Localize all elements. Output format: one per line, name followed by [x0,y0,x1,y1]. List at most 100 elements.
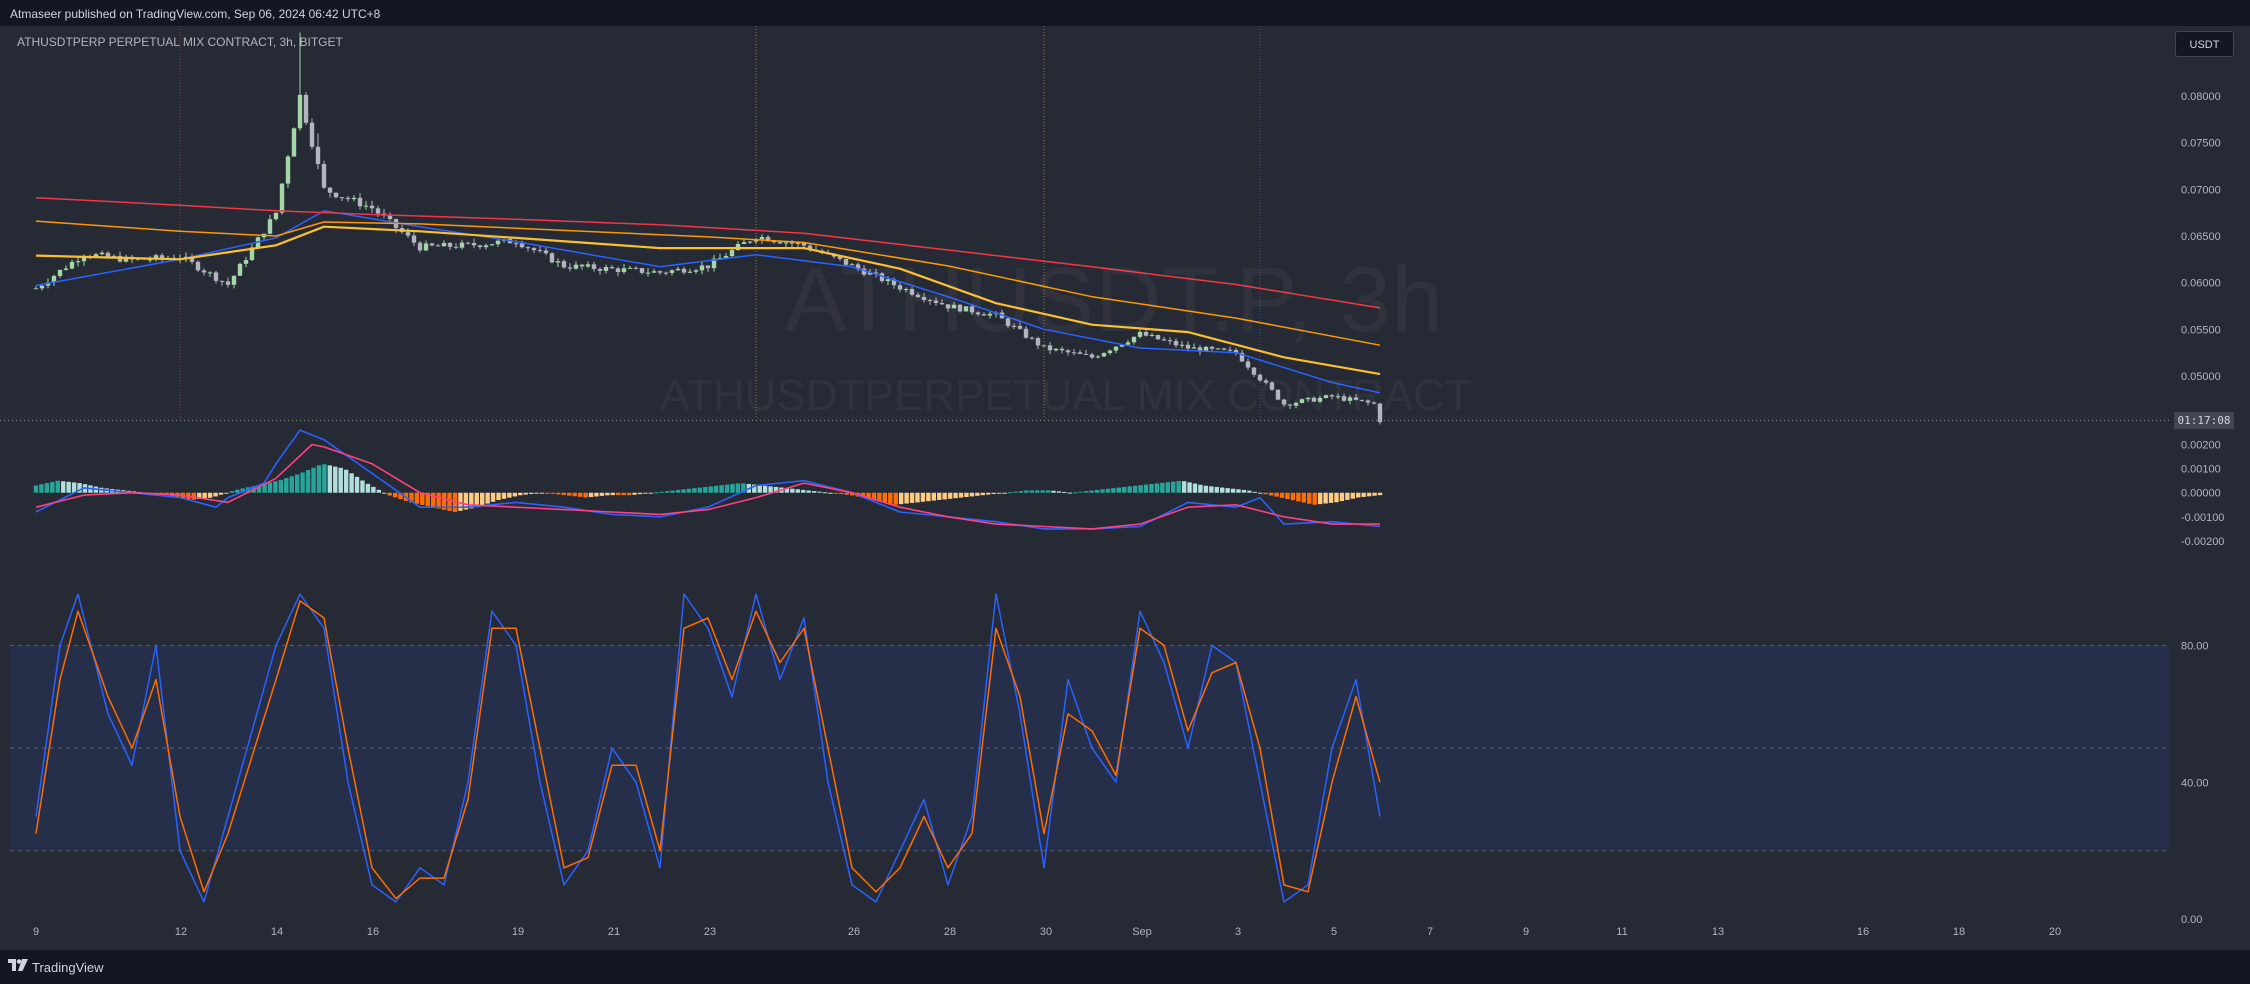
tradingview-logo-icon[interactable] [8,959,28,973]
chart-area[interactable]: 0.085000.080000.075000.070000.065000.060… [0,26,2250,950]
macd-histogram-bar [980,492,985,496]
chart-canvas[interactable]: 0.085000.080000.075000.070000.065000.060… [0,26,2250,950]
time-axis-label: 19 [512,926,524,938]
macd-histogram-bar [1366,492,1372,497]
candle [411,235,417,243]
candle [1125,342,1131,345]
macd-histogram-bar [420,492,425,505]
macd-histogram-bar [610,492,615,496]
macd-histogram-bar [1176,481,1181,493]
macd-histogram-bar [322,464,327,493]
time-axis-label: 3 [1235,926,1241,938]
candle [1341,396,1347,401]
macd-histogram-bar [66,481,71,493]
macd-histogram-bar [441,492,447,510]
macd-histogram-bar [55,480,60,493]
macd-histogram-bar [1317,492,1323,505]
currency-button[interactable]: USDT [2175,31,2234,57]
moving-average-line [35,196,1381,309]
macd-histogram-bar [577,492,583,497]
candle [147,259,153,261]
macd-histogram-bar [284,478,289,493]
macd-histogram-bar [1312,492,1317,505]
macd-histogram-bar [643,492,648,494]
candle [891,279,897,286]
candle [717,257,723,259]
macd-line [35,429,1381,530]
macd-histogram-bar [1252,491,1258,493]
candle [1077,352,1083,354]
macd-histogram-bar [877,492,882,502]
moving-average-line [35,210,1381,394]
macd-histogram-bar [1220,487,1225,493]
macd-histogram-bar [572,492,577,497]
candle [1353,397,1359,400]
macd-histogram-bar [773,486,779,493]
macd-histogram-bar [1236,489,1241,493]
macd-axis-label: 0.00200 [2181,440,2221,452]
macd-histogram-bar [1323,492,1328,504]
macd-histogram-bar [1334,492,1339,503]
price-axis-label: 0.06500 [2181,231,2221,243]
macd-histogram-bar [866,492,871,499]
candle [537,250,543,252]
macd-histogram-bar [1089,490,1094,493]
tradingview-brand[interactable]: TradingView [32,960,104,975]
candle [1359,399,1365,401]
macd-histogram-bar [839,492,844,495]
candle [909,289,915,295]
candle [1221,348,1227,350]
candle [597,269,603,271]
time-axis-label: 12 [175,926,187,938]
macd-histogram-bar [294,474,300,493]
candle [711,258,717,269]
candle [1281,399,1287,405]
candle [1059,348,1065,351]
macd-histogram-bar [1154,483,1160,493]
macd-histogram-bar [1138,485,1143,493]
macd-histogram-bar [708,486,713,493]
time-axis-label: 9 [1523,926,1529,938]
macd-histogram-bar [1301,492,1307,503]
macd-histogram-bar [1372,492,1377,496]
time-axis-label: 20 [2049,926,2061,938]
macd-histogram-bar [556,492,561,495]
candle [459,242,465,248]
candle [339,197,345,199]
candle [345,197,351,200]
macd-histogram-bar [1024,490,1029,493]
symbol-legend[interactable]: ATHUSDTPERP PERPETUAL MIX CONTRACT, 3h, … [17,35,343,49]
macd-histogram-bar [1209,486,1214,493]
macd-histogram-bar [1127,486,1132,493]
macd-histogram-bar [191,492,196,500]
candle [1257,374,1263,381]
macd-histogram-bar [991,492,996,495]
candle [669,270,675,273]
candle [771,241,777,243]
candle [981,314,987,316]
macd-histogram-bar [278,479,284,493]
candle [471,242,477,246]
candle [351,197,357,200]
macd-histogram-bar [1002,492,1007,494]
macd-histogram-bar [479,492,485,506]
candle [1029,337,1035,339]
candle [627,267,633,269]
macd-histogram-bar [588,492,594,498]
price-axis-label: 0.05500 [2181,324,2221,336]
macd-histogram-bar [833,492,839,494]
macd-histogram-bar [904,492,909,504]
macd-histogram-bar [1100,489,1105,493]
macd-histogram-bar [986,492,991,495]
candle [315,146,321,165]
candle [123,256,129,262]
macd-histogram-bar [697,487,703,493]
macd-histogram-bar [664,491,670,493]
candle [1041,345,1047,347]
candle [1095,356,1101,358]
macd-histogram-bar [240,488,245,493]
macd-histogram-bar [1083,491,1089,493]
macd-histogram-bar [724,484,730,493]
candle [513,243,519,245]
candle [561,261,567,268]
